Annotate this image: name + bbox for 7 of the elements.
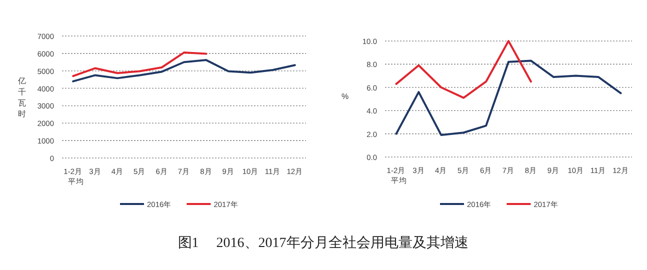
line-series xyxy=(395,60,622,136)
y-axis-title: % xyxy=(341,92,349,101)
line-series xyxy=(72,59,296,82)
line-series xyxy=(395,40,532,99)
line-series xyxy=(72,52,208,78)
caption: 图1 2016、2017年分月全社会用电量及其增速 xyxy=(178,235,468,251)
y-axis-title: 亿千瓦时 xyxy=(17,76,26,118)
